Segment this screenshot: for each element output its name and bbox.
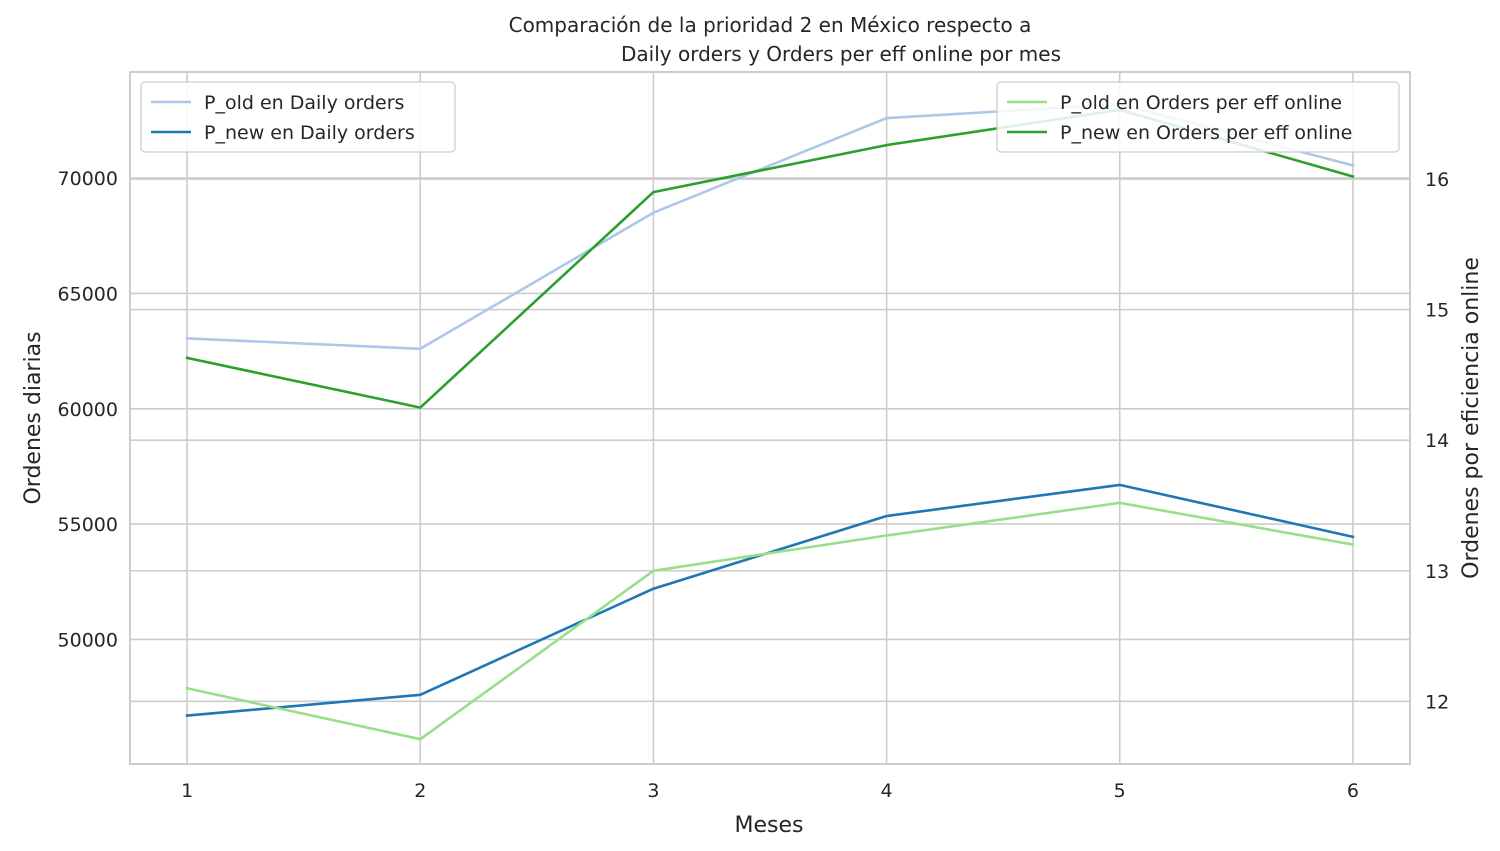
left-tick-label: 55000 [58,514,118,536]
legend-box [140,81,456,153]
x-tick-label: 3 [647,780,659,802]
x-axis-label: Meses [735,813,804,838]
legend-label: P_new en Orders per eff online [1060,122,1352,144]
right-tick-label: 16 [1425,169,1449,191]
x-tick-label: 5 [1114,780,1126,802]
left-gridlines [130,177,1410,641]
right-tick-label: 14 [1425,430,1449,452]
legend-label: P_old en Orders per eff online [1060,92,1342,114]
legend-box [996,81,1400,153]
legend-label: P_new en Daily orders [204,122,415,144]
left-tick-label: 65000 [58,283,118,305]
x-tick-label: 6 [1347,780,1359,802]
x-gridlines [186,72,1354,764]
left-axis-label: Ordenes diarias [21,331,46,504]
series-line-3 [185,501,1355,741]
x-tick-label: 1 [181,780,193,802]
right-tick-label: 12 [1425,691,1449,713]
x-tick-labels: 1 2 3 4 5 6 [181,780,1359,802]
plot-frame [129,71,1411,765]
left-tick-label: 70000 [58,168,118,190]
right-tick-labels: 12 13 14 15 16 [1425,169,1449,713]
left-tick-labels: 50000 55000 60000 65000 70000 [58,168,118,651]
right-gridlines [130,178,1410,703]
chart-title-line1: Comparación de la prioridad 2 en México … [509,13,1032,37]
right-tick-label: 15 [1425,300,1449,322]
chart-title-line2: Daily orders y Orders per eff online por… [621,42,1061,66]
left-tick-label: 60000 [58,399,118,421]
left-tick-label: 50000 [58,629,118,651]
legend-left: P_old en Daily orders P_new en Daily orde… [140,81,456,153]
legend-label: P_old en Daily orders [204,92,404,114]
x-tick-label: 2 [414,780,426,802]
right-axis-label: Ordenes por eficiencia online [1459,257,1484,579]
right-tick-label: 13 [1425,561,1449,583]
legend-right: P_old en Orders per eff online P_new en O… [996,81,1400,153]
x-tick-label: 4 [881,780,893,802]
